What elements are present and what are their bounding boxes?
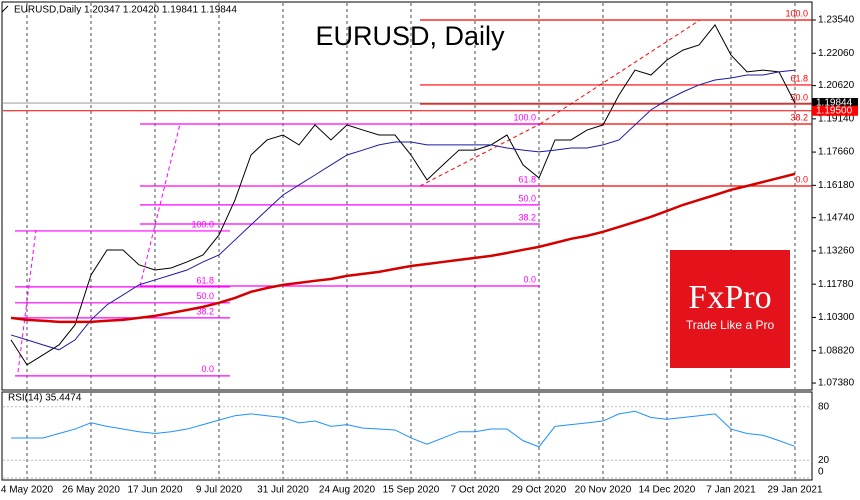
logo-tagline: Trade Like a Pro — [686, 318, 775, 332]
y-tick-label: 1.07380 — [818, 378, 855, 389]
x-tick-label: 7 Jan 2021 — [706, 485, 756, 496]
fib-trend — [419, 123, 541, 187]
x-tick-label: 20 Nov 2020 — [575, 485, 632, 496]
fib-label: 0.0 — [523, 274, 536, 284]
y-tick-label: 1.13260 — [818, 246, 855, 257]
fib-label: 100.0 — [513, 112, 536, 122]
x-tick-label: 15 Sep 2020 — [383, 485, 440, 496]
price-line — [11, 410, 796, 448]
fib-label: 61.8 — [518, 174, 536, 184]
fib-label: 0.0 — [201, 364, 214, 374]
price-marker-label: 1.19844 — [816, 98, 853, 109]
fib-label: 38.2 — [790, 112, 808, 122]
y-tick-label: 1.17660 — [818, 147, 855, 158]
logo-box — [670, 250, 790, 368]
fib-label: 61.8 — [196, 275, 214, 285]
price-line — [10, 69, 796, 351]
rsi-frame — [1, 391, 813, 481]
header-icon — [1, 5, 9, 13]
fib-label: 100.0 — [191, 219, 214, 229]
x-tick-label: 31 Jul 2020 — [257, 485, 309, 496]
fib-trend — [17, 229, 37, 373]
logo-brand: FxPro — [688, 279, 771, 316]
rsi-title: RSI(14) 35.4474 — [8, 393, 82, 404]
fib-label: 38.2 — [196, 306, 214, 316]
y-tick-label: 1.08820 — [818, 345, 855, 356]
price-marker-label: 1.19500 — [816, 105, 853, 116]
price-line — [10, 172, 796, 324]
fib-label: 50.0 — [196, 291, 214, 301]
x-tick-label: 9 Jul 2020 — [196, 485, 243, 496]
y-tick-label: 1.23540 — [818, 15, 855, 26]
fib-label: 38.2 — [518, 212, 536, 222]
y-tick-label: 1.10300 — [818, 312, 855, 323]
fib-label: 61.8 — [790, 73, 808, 83]
symbol-header: EURUSD,Daily 1.20347 1.20420 1.19841 1.1… — [14, 5, 237, 16]
x-tick-label: 29 Jan 2021 — [767, 485, 822, 496]
logo: FxPro Trade Like a Pro — [670, 250, 790, 368]
rsi-tick-label: 20 — [818, 455, 830, 466]
rsi-tick-label: 0 — [818, 467, 824, 478]
y-tick-label: 1.11780 — [818, 279, 854, 290]
x-tick-label: 4 May 2020 — [1, 485, 54, 496]
fib-trend — [539, 19, 701, 125]
fib-label: 50.0 — [518, 193, 536, 203]
y-tick-label: 1.16180 — [818, 180, 855, 191]
main-frame — [1, 1, 813, 391]
x-tick-label: 14 Dec 2020 — [639, 485, 696, 496]
price-marker-box — [812, 98, 858, 109]
y-tick-label: 1.22060 — [818, 48, 855, 59]
x-tick-label: 17 Jun 2020 — [127, 485, 182, 496]
y-tick-label: 1.19140 — [818, 113, 855, 124]
x-tick-label: 26 May 2020 — [62, 485, 120, 496]
price-marker-box — [812, 105, 858, 116]
chart-title: EURUSD, Daily — [315, 21, 505, 51]
fib-label: 0.0 — [795, 174, 808, 184]
x-tick-label: 24 Aug 2020 — [319, 485, 376, 496]
rsi-tick-label: 80 — [818, 401, 830, 412]
x-tick-label: 7 Oct 2020 — [451, 485, 500, 496]
x-tick-label: 29 Oct 2020 — [512, 485, 567, 496]
fib-label: 100.0 — [785, 8, 808, 18]
fib-label: 50.0 — [790, 92, 808, 102]
y-tick-label: 1.20620 — [818, 80, 855, 91]
price-line — [10, 24, 796, 366]
y-tick-label: 1.14740 — [818, 212, 855, 223]
